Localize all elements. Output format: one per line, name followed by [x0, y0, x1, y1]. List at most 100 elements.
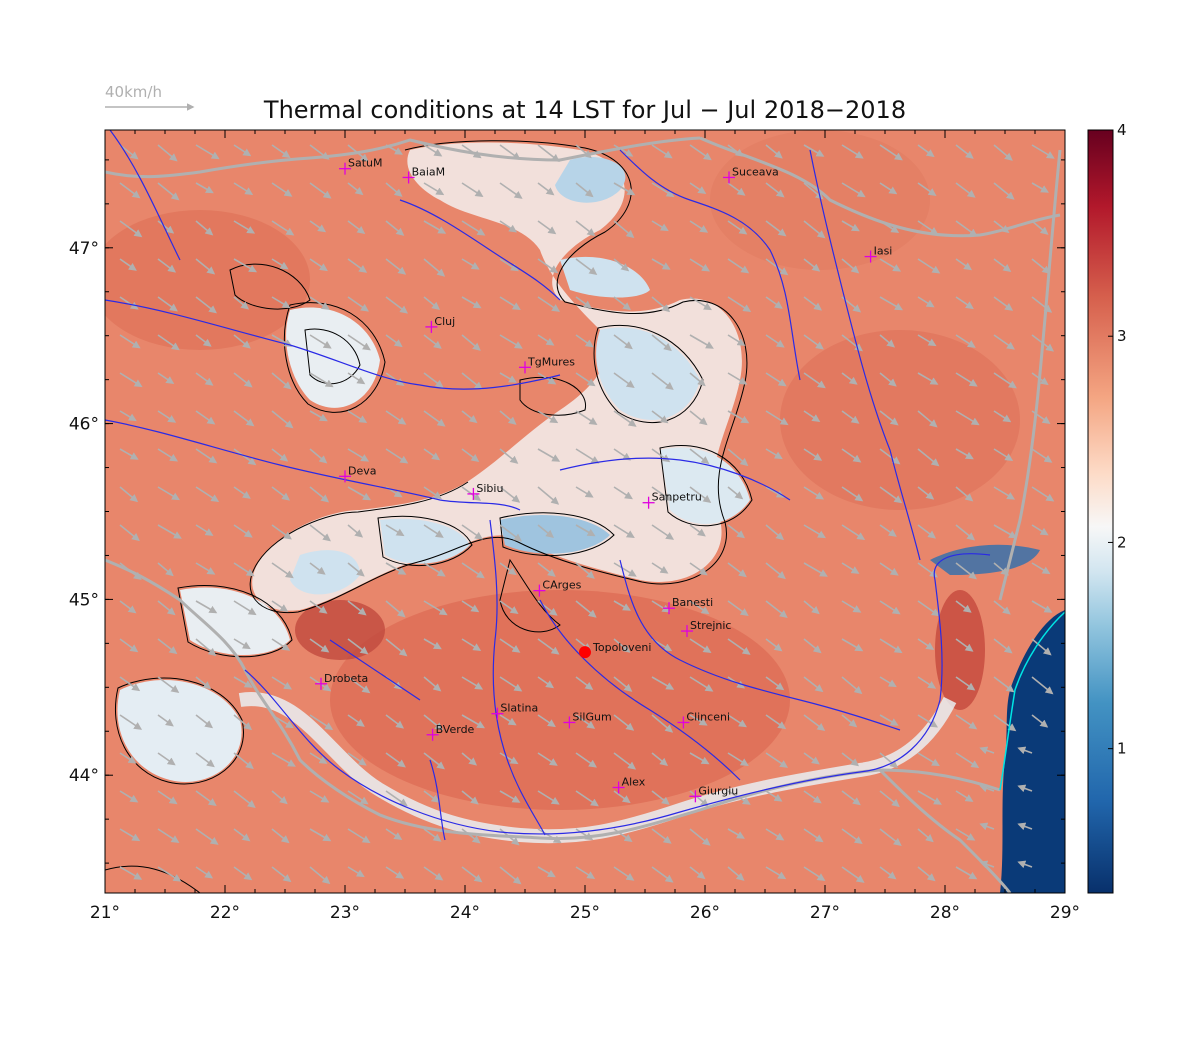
wind-arrow-icon: [803, 600, 820, 615]
wind-arrow-icon: [955, 638, 974, 652]
wind-arrow-icon: [233, 524, 253, 538]
wind-arrow-icon: [233, 866, 253, 881]
wind-arrow-icon: [765, 562, 786, 580]
wind-arrows: [119, 144, 1055, 885]
wind-arrow-icon: [613, 182, 636, 196]
wind-arrow-icon: [271, 144, 291, 158]
wind-arrow-icon: [575, 448, 600, 464]
wind-arrow-icon: [575, 866, 596, 879]
wind-arrow-icon: [537, 334, 555, 346]
wind-arrow-icon: [765, 182, 785, 198]
wind-arrow-icon: [119, 334, 141, 349]
wind-arrow-icon: [499, 220, 518, 233]
wind-arrow-icon: [195, 790, 217, 807]
wind-arrow-icon: [119, 790, 139, 803]
wind-arrow-icon: [651, 676, 675, 690]
wind-arrow-icon: [613, 144, 634, 157]
wind-arrow-icon: [575, 752, 597, 768]
wind-arrow-icon: [385, 182, 403, 197]
wind-arrow-icon: [309, 562, 326, 575]
wind-arrow-icon: [727, 448, 749, 467]
wind-arrow-icon: [157, 334, 180, 351]
wind-arrow-icon: [537, 144, 560, 162]
wind-arrow-icon: [309, 182, 332, 199]
wind-arrow-icon: [309, 752, 328, 764]
wind-arrow-icon: [613, 334, 633, 350]
wind-arrow-icon: [955, 790, 974, 802]
lon-tick-label: 26°: [690, 903, 720, 923]
wind-arrow-icon: [955, 524, 976, 541]
wind-arrow-icon: [423, 258, 446, 277]
wind-arrow-icon: [423, 524, 444, 538]
wind-arrow-icon: [309, 334, 332, 349]
wind-arrow-icon: [157, 790, 178, 805]
wind-arrow-icon: [537, 828, 562, 844]
wind-arrow-icon: [423, 372, 444, 388]
wind-arrow-icon: [879, 144, 903, 161]
wind-arrow-icon: [917, 676, 937, 689]
city-marker: Sibiu: [467, 482, 503, 500]
wind-arrow-icon: [309, 258, 328, 272]
wind-arrow-icon: [575, 524, 596, 537]
wind-arrow-icon: [461, 182, 484, 197]
wind-arrow-icon: [727, 524, 746, 539]
wind-arrow-icon: [651, 752, 669, 766]
wind-arrow-icon: [979, 822, 995, 831]
wind-arrow-icon: [613, 372, 635, 389]
city-marker: BVerde: [426, 723, 475, 741]
city-label: SatuM: [348, 157, 383, 170]
wind-arrow-icon: [119, 486, 139, 503]
wind-arrow-icon: [651, 258, 671, 270]
wind-arrow-icon: [119, 182, 141, 199]
wind-arrow-icon: [955, 486, 974, 502]
colorbar-tick-label: 3: [1117, 327, 1127, 345]
lat-tick-label: 46°: [69, 415, 99, 435]
wind-arrow-icon: [727, 714, 747, 728]
wind-arrow-icon: [1031, 448, 1053, 463]
wind-arrow-icon: [993, 600, 1011, 615]
wind-arrow-icon: [157, 144, 178, 162]
wind-arrow-icon: [347, 220, 366, 234]
map-plot-area: SatuM BaiaM Suceava Iasi Cluj TgMures Deva Sibi…: [105, 130, 1065, 893]
wind-arrow-icon: [689, 676, 714, 692]
wind-arrow-icon: [157, 562, 174, 577]
lon-tick-label: 23°: [330, 903, 360, 923]
wind-arrow-icon: [423, 866, 444, 881]
axis-ticks: 21° 22° 23° 24° 25° 26° 27° 28° 29° 44° 45° 46° 47°: [69, 130, 1080, 923]
city-marker: SatuM: [339, 157, 383, 175]
wind-arrow-icon: [993, 638, 1013, 654]
wind-arrow-icon: [271, 258, 289, 270]
colorbar-tick-label: 2: [1117, 533, 1127, 551]
wind-arrow-icon: [1031, 258, 1051, 274]
wind-arrow-icon: [537, 258, 559, 274]
city-marker: Deva: [339, 464, 377, 483]
wind-arrow-icon: [347, 296, 369, 312]
wind-arrow-icon: [309, 448, 328, 464]
wind-arrow-icon: [537, 220, 557, 235]
wind-arrow-icon: [613, 866, 635, 881]
wind-arrow-icon: [499, 486, 521, 503]
wind-arrow-icon: [271, 790, 288, 805]
city-label: Slatina: [500, 702, 538, 715]
wind-arrow-icon: [765, 790, 783, 802]
wind-arrow-icon: [841, 866, 865, 883]
wind-arrow-icon: [651, 334, 672, 352]
wind-arrow-icon: [689, 562, 708, 576]
wind-arrow-icon: [157, 220, 175, 234]
wind-arrow-icon: [233, 752, 254, 770]
wind-arrow-icon: [195, 676, 212, 690]
wind-arrow-icon: [537, 714, 556, 728]
wind-arrow-icon: [157, 752, 176, 766]
wind-arrow-icon: [917, 296, 935, 308]
wind-arrow-icon: [119, 220, 143, 238]
wind-scale-label: 40km/h: [105, 83, 162, 101]
wind-arrow-icon: [423, 714, 444, 731]
wind-arrow-icon: [651, 372, 674, 390]
wind-arrow-icon: [841, 372, 858, 385]
wind-arrow-icon: [347, 790, 369, 805]
wind-arrow-icon: [879, 182, 898, 195]
wind-arrow-icon: [689, 714, 708, 726]
wind-arrow-icon: [841, 144, 864, 159]
wind-arrow-icon: [423, 486, 442, 500]
wind-arrow-icon: [233, 410, 255, 427]
